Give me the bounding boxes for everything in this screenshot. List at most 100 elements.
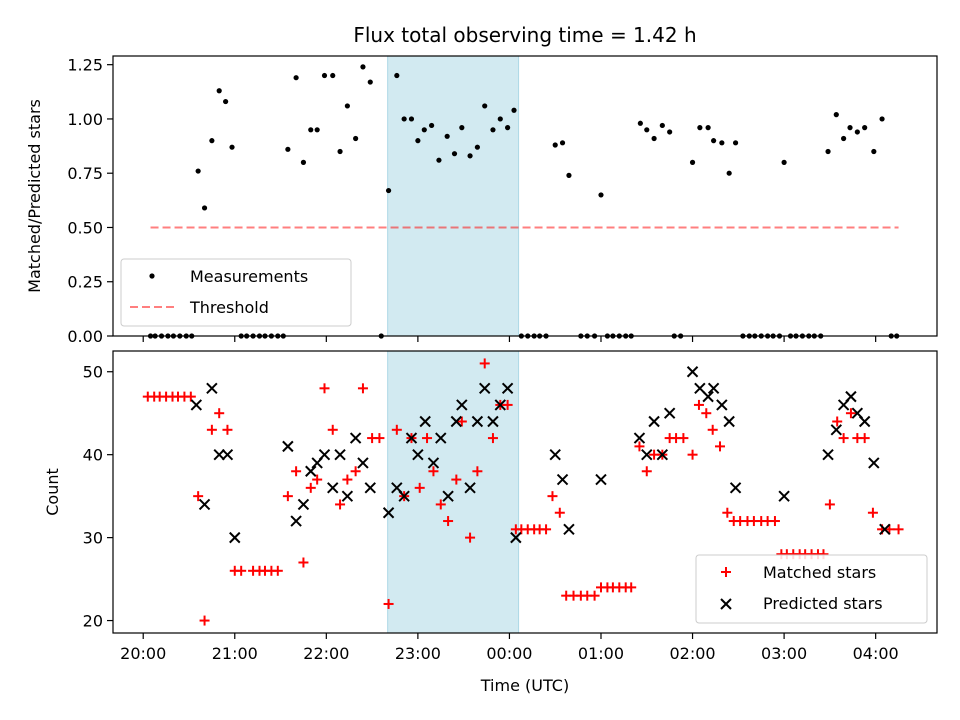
predicted-star-point — [405, 432, 418, 444]
predicted-star-point — [456, 399, 468, 411]
matched-star-point — [832, 416, 843, 427]
y-tick-label: 0.00 — [67, 327, 103, 346]
cross-b — [327, 482, 339, 494]
cross-b — [778, 490, 790, 502]
top-legend: Measurements Threshold — [120, 258, 352, 327]
predicted-star-point — [357, 457, 369, 469]
x-tick-label: 01:00 — [578, 644, 624, 663]
measurement-point — [337, 148, 343, 155]
predicted-star-point — [318, 448, 331, 461]
cross-b — [442, 490, 454, 502]
cross-b — [297, 498, 310, 511]
predicted-star-point — [213, 448, 225, 461]
predicted-star-point — [427, 457, 440, 469]
cross-b — [398, 490, 410, 502]
matched-star-point — [374, 433, 385, 444]
measurement-point — [330, 72, 336, 79]
matched-star-point — [465, 532, 476, 543]
legend-box — [695, 554, 928, 624]
cross-b — [334, 448, 346, 461]
predicted-star-point — [471, 415, 484, 428]
predicted-star-point — [686, 366, 699, 378]
cross-b — [221, 448, 234, 461]
predicted-star-point — [442, 490, 454, 502]
measurement-point — [415, 138, 421, 144]
cross-b — [282, 440, 294, 453]
predicted-star-point — [487, 415, 499, 428]
predicted-star-point — [729, 482, 742, 494]
measurement-point — [719, 140, 725, 146]
matched-star-point — [589, 590, 600, 601]
measurement-point — [367, 79, 373, 85]
predicted-star-point — [830, 424, 842, 436]
measurement-point — [833, 112, 839, 118]
predicted-star-point — [398, 490, 410, 502]
measurement-point — [559, 140, 566, 146]
measurement-point — [505, 125, 511, 131]
matched-star-point — [641, 466, 652, 477]
cross-b — [290, 515, 302, 527]
measurement-point — [285, 146, 291, 152]
cross-b — [641, 448, 653, 461]
x-tick-label: 04:00 — [853, 644, 899, 663]
predicted-star-point — [723, 415, 735, 428]
cross-b — [510, 531, 522, 544]
matched-star-point — [298, 557, 309, 568]
measurement-point — [862, 125, 868, 131]
predicted-star-point — [778, 490, 790, 502]
top-y-axis-label: Matched/Predicted stars — [25, 99, 44, 293]
measurement-point — [841, 135, 847, 142]
measurement-point — [689, 159, 696, 165]
measurement-point — [490, 127, 496, 133]
cross-b — [206, 382, 218, 395]
matched-star-point — [824, 499, 835, 510]
matched-star-point — [634, 441, 645, 452]
cross-b — [494, 399, 506, 411]
cross-b — [190, 399, 203, 411]
matched-star-point — [414, 482, 425, 493]
x-tick-label: 00:00 — [486, 644, 532, 663]
top-y-ticks: 0.00 0.25 0.50 0.75 1.00 1.25 — [67, 56, 113, 346]
measurement-point — [482, 103, 488, 109]
matched-star-point — [327, 424, 338, 435]
bottom-y-ticks: 20 30 40 50 — [83, 363, 113, 631]
measurement-point — [344, 103, 350, 109]
measurement-point — [644, 127, 650, 133]
cross-b — [391, 482, 403, 494]
y-tick-label: 0.25 — [67, 273, 103, 292]
predicted-star-point — [450, 415, 463, 428]
cross-b — [479, 382, 491, 395]
predicted-star-point — [297, 498, 310, 511]
matched-star-point — [715, 441, 726, 452]
measurement-point — [854, 129, 860, 135]
predicted-star-point — [641, 448, 653, 461]
matched-star-point — [845, 408, 856, 419]
measurement-point — [451, 151, 458, 157]
predicted-star-point — [879, 523, 891, 536]
measurement-point — [429, 122, 435, 129]
predicted-star-point — [334, 448, 346, 461]
measurement-point — [511, 107, 517, 113]
matched-star-point — [547, 491, 558, 502]
cross-b — [357, 457, 369, 469]
predicted-star-point — [435, 432, 447, 444]
cross-b — [723, 415, 735, 428]
cross-b — [707, 382, 720, 395]
matched-star-point — [472, 466, 483, 477]
measurement-point — [201, 205, 208, 211]
cross-b — [501, 382, 514, 395]
predicted-star-point — [419, 415, 431, 428]
matched-star-point — [451, 474, 462, 485]
matched-star-point — [838, 433, 849, 444]
cross-b — [213, 448, 225, 461]
cross-b — [822, 448, 834, 461]
matched-star-point — [272, 565, 283, 576]
measurement-point — [697, 125, 703, 131]
matched-star-point — [342, 474, 353, 485]
matched-star-point — [678, 433, 689, 444]
predicted-star-point — [563, 523, 575, 536]
measurement-point — [566, 172, 572, 178]
cross-b — [198, 498, 211, 511]
measurement-point — [436, 157, 442, 163]
matched-star-point — [305, 482, 316, 493]
